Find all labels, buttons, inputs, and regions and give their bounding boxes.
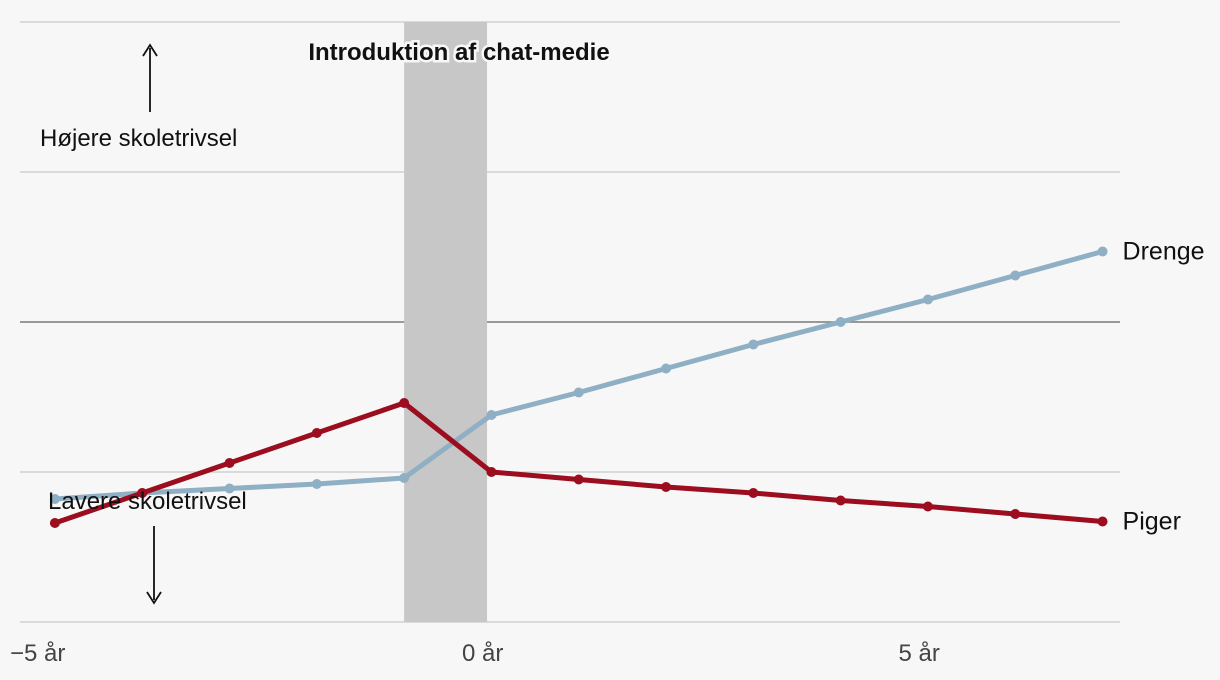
data-point-drenge <box>224 483 235 494</box>
data-point-piger <box>311 428 322 438</box>
data-point-piger <box>573 474 584 485</box>
data-point-drenge <box>748 339 759 350</box>
series-layer: Drenge Piger <box>49 238 1205 536</box>
x-axis-ticks: −5 år 0 år 5 år <box>10 640 940 667</box>
data-point-piger <box>399 398 410 408</box>
data-point-drenge <box>311 479 322 489</box>
event-annotation: Introduktion af chat-medie <box>308 39 609 66</box>
series-label-piger: Piger <box>1123 508 1181 536</box>
data-point-piger <box>748 488 759 498</box>
data-point-drenge <box>399 473 410 483</box>
data-point-piger <box>1010 509 1021 519</box>
data-point-drenge <box>922 294 933 305</box>
data-point-drenge <box>573 387 584 398</box>
x-tick-label: 0 år <box>462 640 503 667</box>
x-tick-label: 5 år <box>899 640 940 667</box>
series-line-drenge <box>52 249 1106 502</box>
data-point-piger <box>922 501 933 512</box>
up-arrow-icon <box>142 43 158 57</box>
series-label-drenge: Drenge <box>1123 238 1205 266</box>
higher-wellbeing-label: Højere skoletrivsel <box>40 125 237 152</box>
data-point-piger <box>49 518 60 528</box>
x-tick-label: −5 år <box>10 640 65 667</box>
data-point-drenge <box>661 363 672 374</box>
down-arrow-icon <box>146 591 162 605</box>
data-point-piger <box>1097 516 1108 527</box>
data-point-drenge <box>49 494 60 504</box>
data-point-piger <box>661 482 672 492</box>
data-point-piger <box>486 467 497 477</box>
data-point-drenge <box>1097 246 1108 257</box>
data-point-drenge <box>1010 270 1021 281</box>
data-point-piger <box>224 458 235 468</box>
data-point-piger <box>835 495 846 506</box>
data-point-drenge <box>835 317 846 327</box>
lower-wellbeing-label: Lavere skoletrivsel <box>48 488 247 515</box>
chat-medium-intro-band <box>404 22 488 622</box>
data-point-piger <box>137 488 148 498</box>
data-point-drenge <box>486 410 497 420</box>
grid <box>20 21 1120 623</box>
